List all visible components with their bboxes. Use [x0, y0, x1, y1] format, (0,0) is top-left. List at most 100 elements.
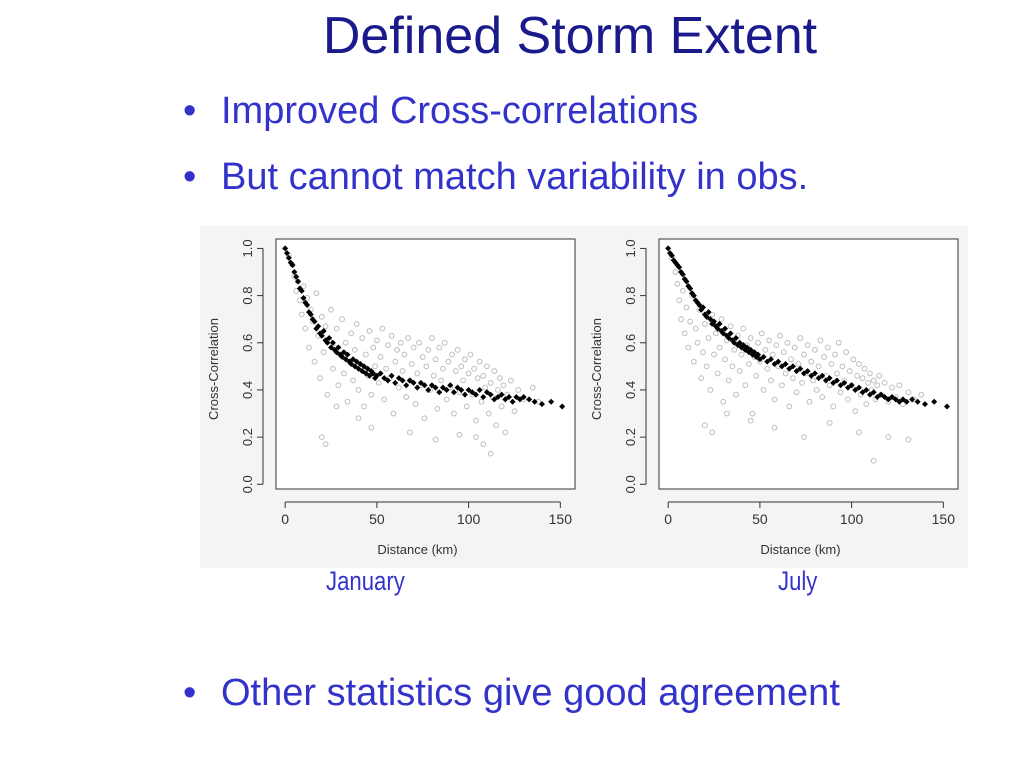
observed-point	[733, 391, 739, 398]
observed-point	[870, 457, 877, 464]
model-point	[716, 320, 723, 327]
model-point	[450, 389, 457, 396]
model-point	[722, 325, 729, 332]
model-point	[526, 396, 533, 403]
observed-point	[329, 365, 336, 372]
x-tick-label: 0	[281, 511, 289, 527]
observed-point	[856, 361, 862, 367]
observed-point	[846, 368, 853, 374]
observed-point	[397, 339, 404, 346]
model-point	[767, 356, 774, 363]
observed-point	[753, 372, 760, 379]
model-point	[705, 309, 712, 316]
model-point	[366, 372, 373, 379]
model-point	[333, 349, 340, 356]
x-tick-label: 100	[840, 511, 864, 527]
model-point	[516, 396, 523, 403]
observed-point	[782, 370, 789, 377]
model-point	[888, 394, 895, 401]
observed-point	[430, 372, 437, 379]
model-point	[700, 304, 707, 311]
model-point	[707, 316, 714, 323]
observed-point	[350, 377, 356, 384]
bullet-text: But cannot match variability in obs.	[221, 156, 809, 198]
model-point	[771, 361, 778, 367]
observed-point	[359, 335, 366, 341]
observed-point	[749, 410, 756, 417]
model-point	[372, 375, 379, 382]
observed-point	[408, 361, 415, 367]
model-point	[731, 339, 738, 346]
january-scatter-chart: 0 50 100 150 0.0 0.2 0.4 0.6 0.8 1.0 Distance (km)…	[206, 238, 576, 557]
model-point	[877, 391, 884, 398]
model-point	[350, 356, 357, 363]
observed-point	[362, 351, 369, 358]
model-point	[287, 259, 294, 266]
model-point	[881, 394, 888, 401]
observed-point	[685, 344, 692, 351]
x-tick-label: 150	[932, 511, 956, 527]
observed-point	[788, 356, 794, 363]
model-point	[295, 278, 302, 285]
model-point	[720, 330, 727, 337]
observed-point	[707, 387, 714, 393]
observed-point	[355, 415, 362, 422]
model-point	[447, 382, 454, 389]
observed-point	[425, 346, 432, 353]
observed-point	[758, 330, 765, 337]
x-tick-label: 150	[549, 511, 573, 527]
observed-point	[333, 325, 340, 332]
model-point	[428, 382, 435, 389]
observed-point	[392, 358, 399, 365]
model-point	[436, 389, 443, 396]
model-point	[800, 370, 807, 377]
observed-point	[780, 349, 787, 356]
model-point	[361, 363, 368, 370]
observed-point	[722, 356, 728, 363]
observed-point	[495, 387, 501, 393]
bullet-marker: •	[183, 156, 197, 198]
observed-point	[845, 396, 851, 403]
model-point	[819, 372, 826, 379]
model-point	[344, 351, 351, 358]
y-axis-label: Cross-Correlation	[589, 318, 604, 420]
model-point	[833, 377, 840, 384]
model-point	[318, 332, 325, 339]
observed-point	[302, 325, 309, 332]
observed-point	[507, 377, 514, 384]
observed-point	[502, 429, 509, 436]
model-point	[676, 264, 683, 271]
model-point	[326, 335, 333, 342]
model-point	[291, 269, 298, 276]
model-point	[538, 401, 545, 408]
model-point	[425, 386, 432, 393]
observed-point	[320, 349, 327, 356]
model-point	[399, 377, 406, 384]
observed-point	[381, 396, 388, 403]
observed-point	[485, 410, 492, 417]
model-point	[377, 370, 384, 377]
observed-point	[318, 313, 325, 320]
observed-point	[727, 323, 734, 330]
model-point	[793, 368, 800, 375]
observed-point	[375, 379, 382, 386]
observed-point	[407, 429, 413, 436]
observed-point	[361, 403, 367, 410]
model-point	[921, 401, 928, 408]
bullet-item: • But cannot match variability in obs.	[183, 144, 808, 210]
model-point	[698, 306, 705, 313]
observed-point	[799, 379, 805, 386]
observed-point	[813, 387, 820, 393]
bullet-item: • Improved Cross-correlations	[183, 78, 808, 144]
model-point	[498, 391, 505, 398]
observed-point	[830, 403, 837, 410]
observed-point	[463, 403, 470, 410]
model-point	[866, 391, 873, 398]
y-tick-label: 0.6	[623, 334, 638, 352]
model-point	[364, 365, 371, 372]
observed-point	[465, 370, 472, 377]
observed-point	[690, 358, 697, 365]
observed-point	[755, 339, 761, 346]
plot-frame	[658, 238, 959, 490]
y-tick-label: 0.6	[240, 334, 255, 352]
